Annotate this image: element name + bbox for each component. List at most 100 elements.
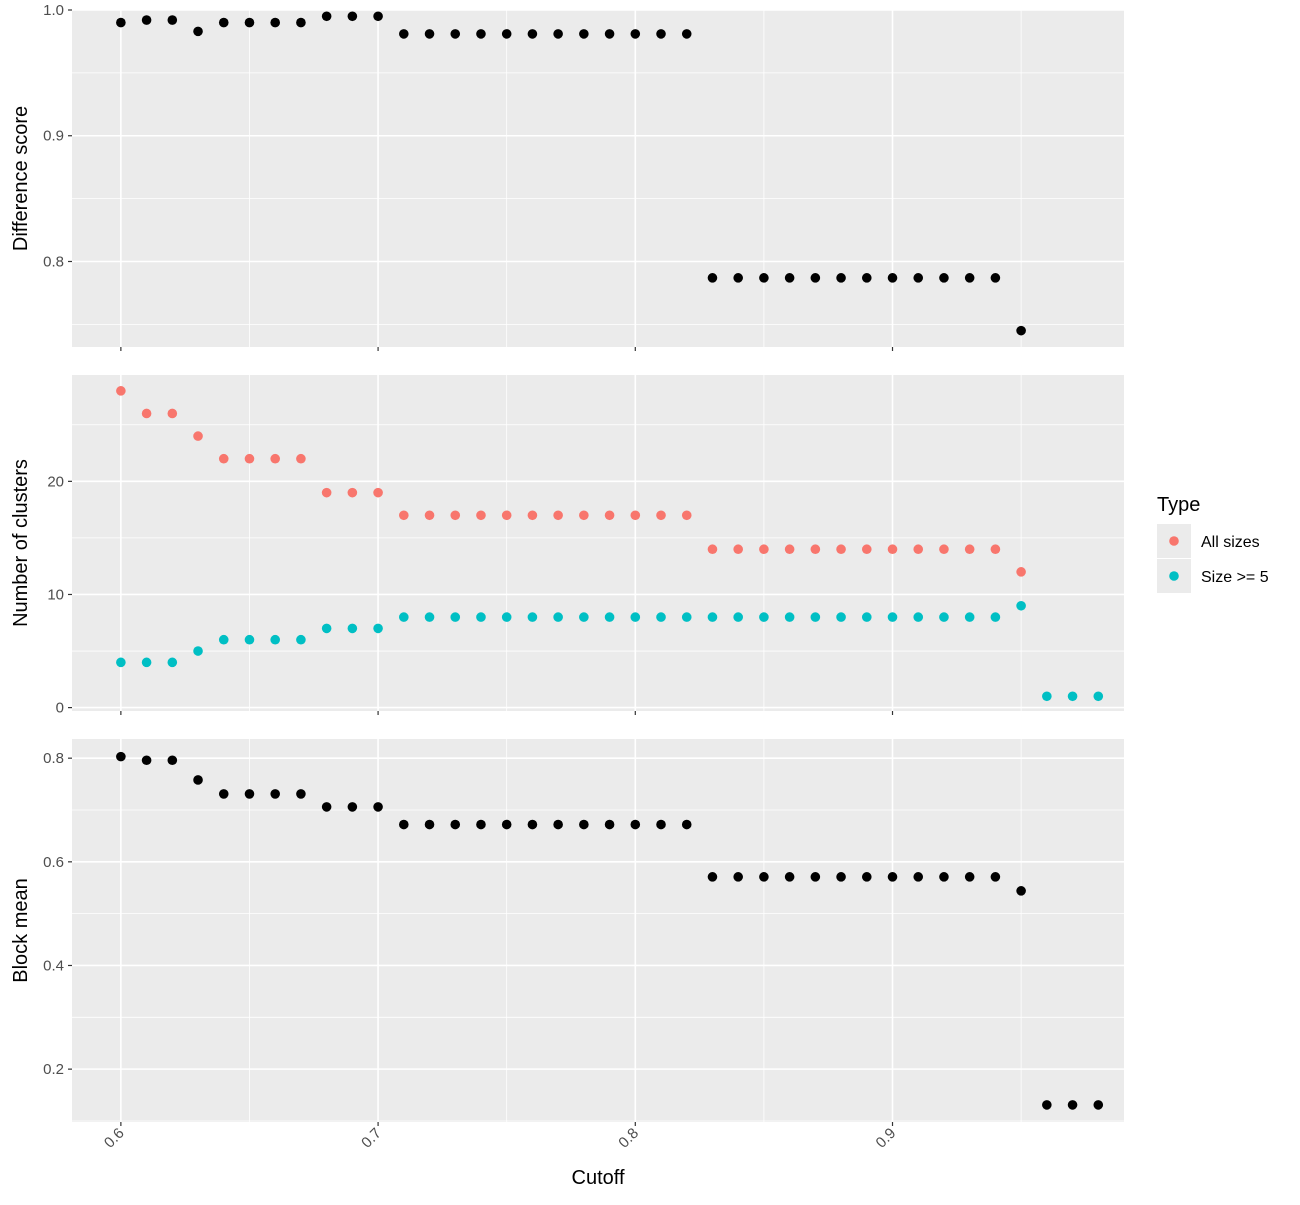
data-point: [270, 453, 280, 464]
data-point: [218, 634, 229, 645]
data-point: [579, 612, 589, 622]
data-point: [810, 544, 821, 555]
y-tick-label: 0.6: [43, 854, 64, 871]
data-point: [270, 789, 280, 799]
data-point: [1042, 1100, 1052, 1110]
data-point: [784, 544, 795, 555]
data-point: [270, 17, 280, 28]
data-point: [193, 775, 203, 785]
data-point: [1093, 1100, 1104, 1110]
data-point: [450, 819, 461, 830]
y-tick-label: 0.8: [43, 750, 64, 767]
data-point: [913, 544, 924, 555]
data-point: [604, 819, 615, 830]
data-point: [527, 819, 538, 830]
data-point: [501, 510, 512, 521]
legend-label: Size >= 5: [1201, 569, 1269, 586]
data-point: [810, 612, 821, 622]
data-point: [913, 612, 924, 622]
data-point: [244, 634, 255, 645]
data-point: [759, 273, 769, 283]
data-point: [990, 872, 1001, 882]
legend: Type All sizes Size >= 5: [1157, 494, 1269, 593]
legend-key-point: [1169, 571, 1179, 581]
y-axis-title: Block mean: [10, 878, 32, 983]
data-point: [939, 872, 949, 882]
data-point: [424, 612, 435, 622]
data-point: [476, 819, 486, 830]
data-point: [604, 29, 615, 39]
data-point: [321, 11, 332, 22]
data-point: [887, 544, 898, 555]
data-point: [733, 273, 743, 283]
data-point: [116, 17, 126, 28]
data-point: [990, 544, 1001, 555]
data-point: [347, 623, 358, 634]
data-point: [476, 612, 486, 622]
data-point: [630, 29, 641, 39]
data-point: [527, 612, 538, 622]
data-point: [707, 273, 718, 283]
data-point: [759, 872, 769, 882]
data-point: [167, 15, 178, 25]
data-point: [218, 17, 229, 28]
data-point: [399, 612, 409, 622]
data-point: [887, 872, 898, 882]
data-point: [193, 26, 203, 37]
data-point: [759, 544, 769, 555]
data-point: [167, 408, 178, 419]
data-point: [321, 623, 332, 634]
data-point: [424, 29, 435, 39]
y-tick-label: 10: [47, 586, 64, 603]
data-point: [630, 510, 641, 521]
panel-background: [72, 739, 1124, 1122]
data-point: [913, 872, 924, 882]
data-point: [167, 755, 178, 766]
y-tick-label: 0.2: [43, 1061, 64, 1078]
data-point: [244, 453, 255, 464]
data-point: [733, 872, 743, 882]
data-point: [861, 612, 872, 622]
data-point: [476, 29, 486, 39]
data-point: [193, 646, 203, 656]
data-point: [373, 623, 383, 634]
data-point: [784, 273, 795, 283]
data-point: [296, 789, 306, 799]
data-point: [836, 544, 846, 555]
data-point: [656, 510, 666, 521]
legend-key-point: [1169, 536, 1179, 546]
y-tick-label: 0.8: [43, 253, 64, 270]
data-point: [450, 29, 461, 39]
data-point: [836, 872, 846, 882]
data-point: [116, 657, 126, 668]
data-point: [681, 510, 692, 521]
data-point: [964, 544, 975, 555]
panel-1: 0.8 0.9 1.0 Difference score: [10, 2, 1124, 351]
data-point: [579, 510, 589, 521]
legend-label: All sizes: [1201, 534, 1260, 551]
data-point: [784, 612, 795, 622]
data-point: [218, 453, 229, 464]
data-point: [141, 755, 152, 766]
data-point: [579, 29, 589, 39]
data-point: [784, 872, 795, 882]
data-point: [964, 872, 975, 882]
data-point: [501, 819, 512, 830]
data-point: [656, 29, 666, 39]
data-point: [527, 510, 538, 521]
data-point: [296, 17, 306, 28]
data-point: [604, 510, 615, 521]
data-point: [1042, 691, 1052, 702]
panel-3: 0.2 0.4 0.6 0.8 0.6 0.7 0.8 0.9 Block mean Cutoff: [10, 739, 1124, 1189]
data-point: [296, 453, 306, 464]
data-point: [1067, 1100, 1078, 1110]
data-point: [321, 802, 332, 812]
data-point: [656, 612, 666, 622]
data-point: [116, 751, 126, 762]
data-point: [373, 802, 383, 812]
data-point: [501, 612, 512, 622]
y-tick-label: 0.9: [43, 128, 64, 145]
data-point: [424, 510, 435, 521]
data-point: [707, 612, 718, 622]
